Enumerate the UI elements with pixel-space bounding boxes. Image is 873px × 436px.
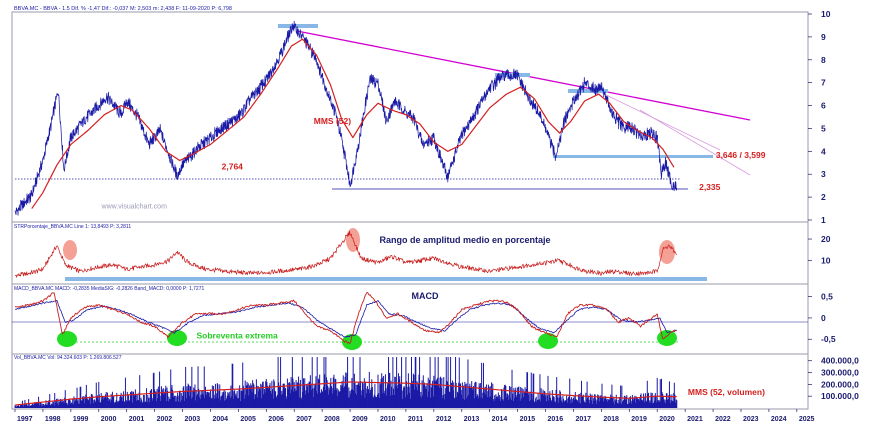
trendline-fan-2 [639,109,751,176]
price-axis-tick-label: 5 [821,123,826,133]
x-tick-label: 2011 [408,416,423,423]
x-tick-label: 2010 [380,416,396,423]
volume-axis-tick-label: 100.000,0 [821,391,859,401]
annotation-label: MMS (52, volumen) [688,387,765,397]
x-tick-label: 2024 [771,416,787,423]
top-highlight-2015 [495,73,530,77]
annotation-label: 2,764 [222,162,244,172]
x-tick-label: 2022 [715,416,731,423]
atr-panel [11,221,809,285]
oversold-2008 [342,334,362,350]
annotation-label: MMS (52) [314,116,351,126]
volume-axis-tick-label: 300.000,0 [821,368,859,378]
annotations-layer: MMS (52) 2,764 3,646 / 3,599 2,335 www.visua… [101,116,766,397]
oversold-2016 [538,333,558,349]
price-header: BBVA.MC - BBVA - 1.5 Dif. % -1,47 Dif.: … [14,6,232,12]
price-axis-tick-label: 6 [821,101,826,111]
x-tick-label: 1999 [73,416,89,423]
x-tick-label: 2015 [520,416,536,423]
x-tick-label: 2000 [101,416,117,423]
annotation-label: 2,335 [699,182,721,192]
volume-axis-tick-label: 200.000,0 [821,379,859,389]
macd-axis-tick-label: -0,5 [821,334,836,344]
macd-signal-line [14,299,678,338]
macd-axis-tick-label: 0,5 [821,292,833,302]
atr-base-band [65,277,707,281]
volume-header: Vol_BBVA.MC Vol: 94.324.603 P: 1.269.806… [14,355,122,361]
macd-line [14,292,677,344]
price-line [14,20,678,216]
x-tick-label: 2007 [296,416,312,423]
atr-line [14,230,677,278]
trendline-fan-1 [599,91,721,151]
macd-decorations [12,321,808,350]
x-tick-label: 2012 [436,416,452,423]
x-tick-label: 2016 [548,416,564,423]
price-axis-tick-label: 10 [821,9,831,19]
oversold-2002 [167,330,187,346]
x-tick-label: 2002 [157,416,173,423]
volume-average-line [14,381,677,406]
price-decorations [15,24,751,190]
volume-axis-tick-label: 400.000,0 [821,356,859,366]
price-axis-tick-label: 7 [821,78,826,88]
x-tick-label: 2008 [324,416,340,423]
macd-series-layer [14,292,678,344]
atr-peak-2020 [659,240,675,264]
atr-axis-tick-label: 20 [821,234,831,244]
atr-series-layer [14,230,677,278]
x-tick-label: 1997 [17,416,33,423]
atr-axis-tick-label: 10 [821,256,831,266]
price-series-layer [14,20,678,216]
x-tick-label: 2003 [185,416,201,423]
x-tick-label: 2023 [743,416,759,423]
x-tick-label: 2020 [659,416,675,423]
atr-header: STRPorcentaje_BBVA.MC Line 1: 13,8493 P:… [14,224,131,230]
price-axis-tick-label: 4 [821,146,826,156]
x-tick-label: 2001 [129,416,145,423]
top-highlight-2018 [568,89,608,93]
price-axis-tick-label: 8 [821,55,826,65]
annotation-label: 3,646 / 3,599 [716,150,766,160]
price-axis-tick-label: 3 [821,169,826,179]
x-tick-label: 2014 [492,416,508,423]
watermark-label: www.visualchart.com [101,204,168,211]
oversold-1998 [57,331,77,347]
x-tick-label: 2018 [603,416,619,423]
volume-series-layer [14,357,678,408]
annotation-label: Sobreventa extrema [196,330,278,340]
x-tick-label: 2025 [799,416,815,423]
x-tick-label: 2004 [212,416,228,423]
axes-layer: 1 2 3 4 5 6 7 8 9 10 10 20 0,5 0 -0,5 100.000,0 200.000,… [14,9,859,423]
support-band [553,155,713,158]
macd-title: MACD [412,291,439,301]
x-tick-label: 2005 [240,416,256,423]
x-tick-label: 1998 [45,416,61,423]
moving-average-line [31,38,675,209]
x-tick-label: 2006 [268,416,284,423]
macd-axis-tick-label: 0 [821,313,826,323]
x-tick-label: 2021 [687,416,703,423]
macd-header: MACD_BBVA.MC MACD: -0,2835 MediaSIG: -0,… [14,286,204,292]
atr-title: Rango de amplitud medio en porcentaje [379,235,550,245]
atr-peak-1998 [63,240,77,260]
price-axis-tick-label: 1 [821,215,826,225]
top-highlight-2007 [278,24,318,28]
price-axis-tick-label: 2 [821,192,826,202]
x-tick-label: 2009 [352,416,368,423]
x-tick-label: 2013 [464,416,480,423]
x-tick-label: 2019 [631,416,647,423]
price-axis-tick-label: 9 [821,32,826,42]
x-tick-label: 2017 [575,416,591,423]
